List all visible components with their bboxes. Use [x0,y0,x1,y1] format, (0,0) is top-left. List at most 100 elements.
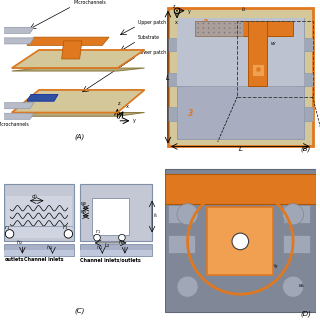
Bar [283,236,310,253]
Text: $L_4$: $L_4$ [103,241,110,250]
Bar [295,73,313,86]
Circle shape [213,27,215,29]
Bar [195,21,243,36]
Polygon shape [27,37,109,45]
Text: $l_3$: $l_3$ [225,20,231,29]
Text: Upper patch: Upper patch [138,20,166,25]
Bar [80,244,152,257]
Circle shape [234,27,236,29]
Circle shape [229,23,230,24]
Text: (D): (D) [300,310,311,317]
Circle shape [197,23,199,24]
Circle shape [224,27,225,29]
Circle shape [203,27,204,29]
Text: $h_2$: $h_2$ [118,238,125,247]
Bar [168,107,186,121]
Text: (B): (B) [300,146,311,152]
Polygon shape [0,113,34,119]
Polygon shape [12,113,145,116]
Bar [4,251,74,256]
Circle shape [176,10,178,12]
Circle shape [240,32,241,33]
Bar [168,38,186,52]
Text: $h_1$: $h_1$ [46,243,53,252]
Text: $d_1$: $d_1$ [31,192,38,201]
Text: x: x [126,104,129,109]
Circle shape [240,27,241,29]
Text: $l_5$: $l_5$ [153,211,158,220]
Text: Microchannels: Microchannels [0,122,29,127]
Circle shape [219,27,220,29]
Circle shape [177,204,198,225]
Text: $h_2$: $h_2$ [16,238,23,247]
Polygon shape [12,50,145,68]
Bar [168,236,195,253]
Circle shape [229,32,230,33]
Text: y: y [188,9,191,14]
Circle shape [219,32,220,33]
Polygon shape [12,68,145,71]
Polygon shape [27,94,58,101]
Circle shape [219,23,220,24]
Bar [283,205,310,223]
Bar [168,205,195,223]
Text: x: x [175,20,178,25]
Bar [92,198,130,236]
Bar [295,107,313,121]
Circle shape [208,27,209,29]
Circle shape [256,67,261,72]
Text: $r_1$: $r_1$ [4,223,11,232]
Text: $h_1$: $h_1$ [96,243,103,252]
Text: outlets: outlets [4,257,24,262]
Circle shape [213,32,215,33]
Text: $w$: $w$ [270,40,277,47]
Bar [4,184,74,241]
Circle shape [197,27,199,29]
Polygon shape [61,41,82,59]
Circle shape [197,32,199,33]
Circle shape [5,230,14,238]
Bar [248,21,268,86]
Circle shape [94,234,100,241]
Text: Channel inlets: Channel inlets [24,257,63,262]
Bar [177,86,304,139]
Text: y: y [133,118,136,123]
Text: (A): (A) [75,134,85,140]
Circle shape [234,23,236,24]
Circle shape [283,276,304,297]
Bar [177,18,304,86]
Text: z: z [118,101,121,106]
Bar [195,21,293,36]
Text: Lower patch: Lower patch [138,50,166,55]
Circle shape [177,276,198,297]
Text: $w_0$: $w_0$ [259,214,267,222]
Circle shape [213,23,215,24]
Text: $r_1$: $r_1$ [62,223,68,232]
Circle shape [208,32,209,33]
Bar [295,38,313,52]
Text: (C): (C) [75,307,85,314]
Circle shape [203,32,204,33]
Circle shape [224,23,225,24]
Text: $w_g$: $w_g$ [270,263,279,272]
Bar [4,244,74,257]
Text: Microchannels: Microchannels [74,0,107,5]
Circle shape [283,204,304,225]
Polygon shape [0,38,34,44]
Bar [207,207,274,275]
Bar [6,196,72,238]
Circle shape [119,234,125,241]
Text: Substrate: Substrate [138,35,160,40]
Circle shape [232,233,249,250]
Text: Channel inlets/outlets: Channel inlets/outlets [80,257,140,262]
Circle shape [224,32,225,33]
Bar [237,21,313,97]
Text: $L$: $L$ [165,73,171,82]
Text: $w_2$: $w_2$ [80,200,87,208]
Bar [165,173,316,204]
Circle shape [64,230,73,238]
Text: 2: 2 [203,19,208,28]
Polygon shape [0,27,34,33]
Circle shape [229,27,230,29]
Circle shape [208,23,209,24]
